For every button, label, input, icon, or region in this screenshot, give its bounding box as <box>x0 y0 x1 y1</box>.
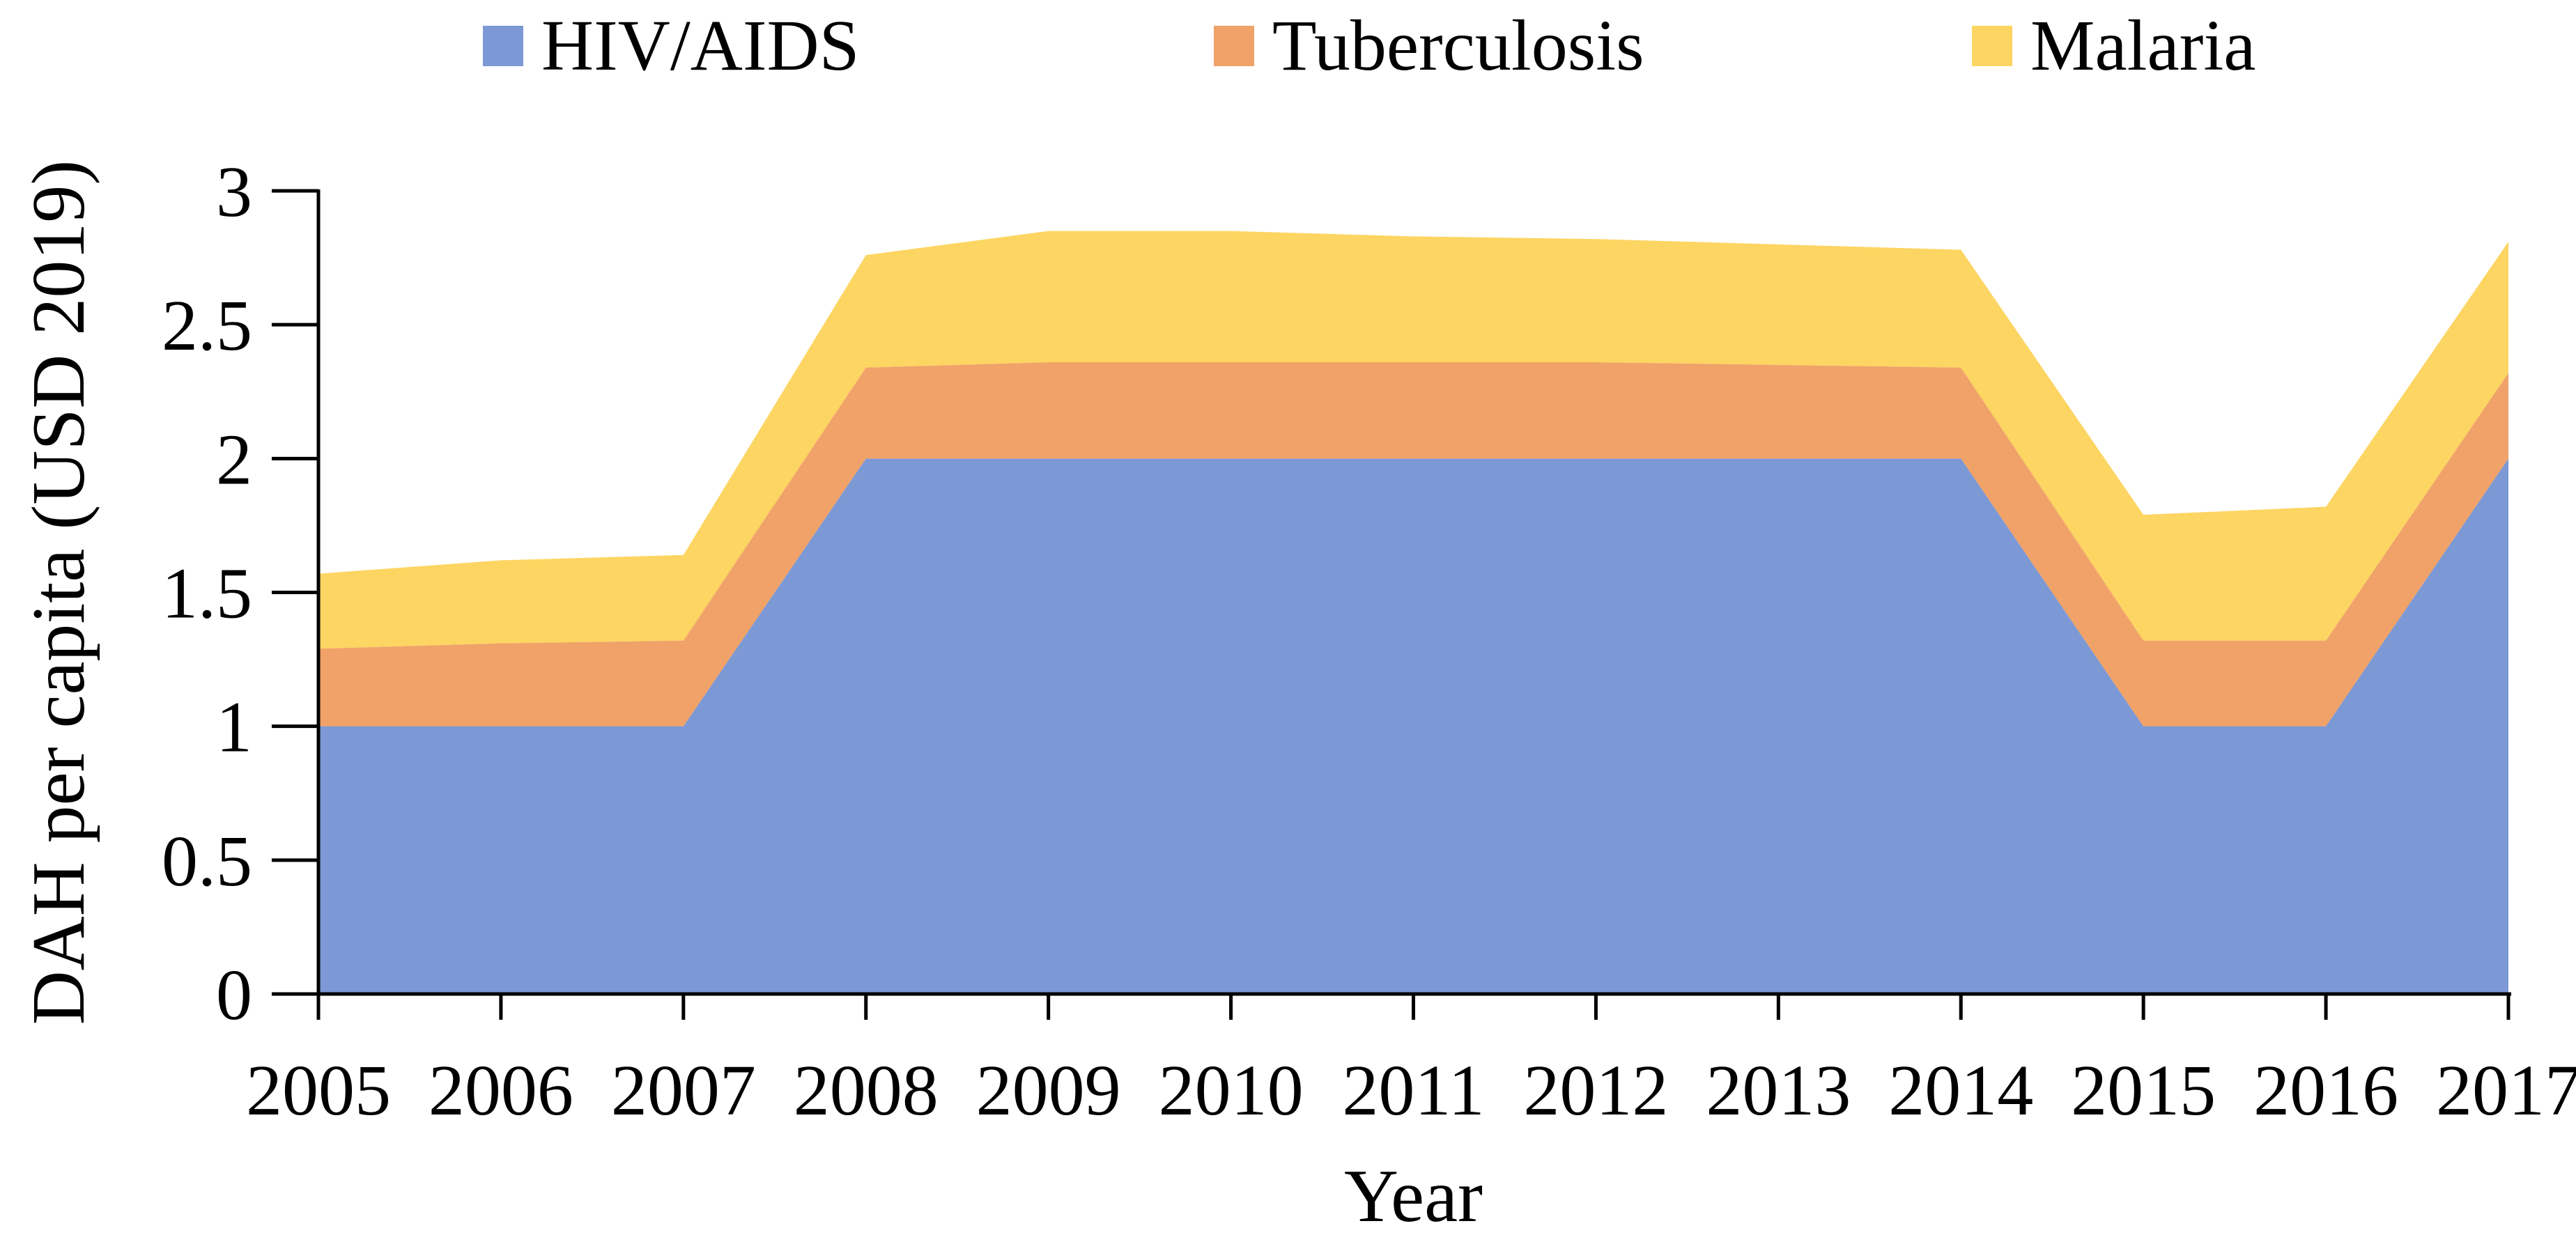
legend-item-tuberculosis: Tuberculosis <box>1214 10 1644 82</box>
legend-item-malaria: Malaria <box>1972 10 2255 82</box>
x-tick-label: 2014 <box>1888 1050 2033 1131</box>
area-band-hiv-aids <box>318 458 2508 994</box>
y-tick-label: 1.5 <box>162 554 252 634</box>
x-tick-label: 2009 <box>976 1050 1121 1131</box>
x-tick-label: 2005 <box>246 1050 391 1131</box>
y-tick-label: 2 <box>216 419 252 499</box>
tuberculosis-legend-swatch <box>1214 26 1254 66</box>
y-tick-label: 1 <box>216 688 252 768</box>
y-tick-label: 2.5 <box>162 286 252 366</box>
area-band-malaria <box>318 231 2508 649</box>
x-tick-label: 2013 <box>1706 1050 1851 1131</box>
tuberculosis-legend-label: Tuberculosis <box>1272 6 1644 86</box>
hiv-aids-legend-swatch <box>483 26 523 66</box>
y-tick-label: 0 <box>216 955 252 1035</box>
area-band-tuberculosis <box>318 362 2508 727</box>
x-tick-label: 2016 <box>2253 1050 2398 1131</box>
x-tick-label: 2006 <box>429 1050 573 1131</box>
x-tick-label: 2017 <box>2436 1050 2576 1131</box>
malaria-legend-swatch <box>1972 26 2012 66</box>
hiv-aids-legend-label: HIV/AIDS <box>541 6 860 86</box>
x-tick-label: 2007 <box>611 1050 756 1131</box>
y-tick-label: 3 <box>216 152 252 232</box>
legend-item-hiv-aids: HIV/AIDS <box>483 10 859 82</box>
y-axis-title: DAH per capita (USD 2019) <box>17 160 100 1025</box>
x-axis-title: Year <box>1344 1155 1483 1235</box>
x-tick-label: 2010 <box>1159 1050 1304 1131</box>
x-tick-label: 2015 <box>2071 1050 2216 1131</box>
y-tick-label: 0.5 <box>162 821 252 901</box>
x-tick-label: 2008 <box>794 1050 939 1131</box>
x-tick-label: 2012 <box>1523 1050 1668 1131</box>
malaria-legend-label: Malaria <box>2030 6 2256 86</box>
x-tick-label: 2011 <box>1342 1050 1484 1131</box>
